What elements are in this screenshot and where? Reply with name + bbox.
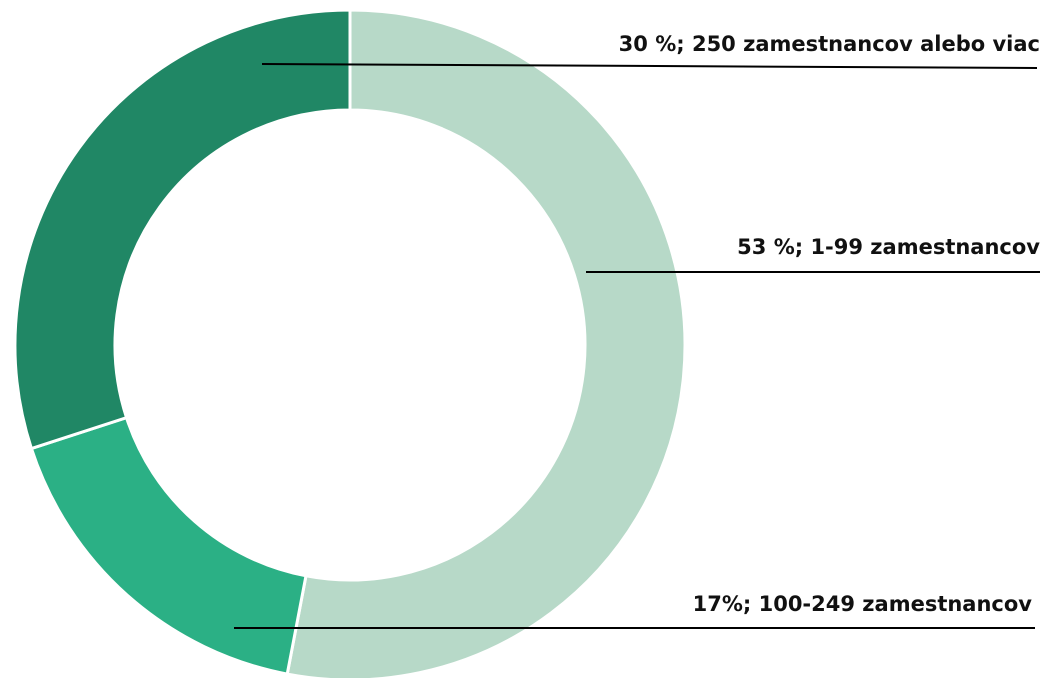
donut-segment [285, 8, 687, 678]
data-label: 17%; 100-249 zamestnancov [693, 592, 1033, 616]
donut-segment [29, 415, 308, 676]
data-label: 30 %; 250 zamestnancov alebo viac [619, 32, 1040, 56]
data-label: 53 %; 1-99 zamestnancov [737, 235, 1040, 259]
leader-line [261, 63, 1038, 69]
donut-segment [13, 8, 352, 451]
